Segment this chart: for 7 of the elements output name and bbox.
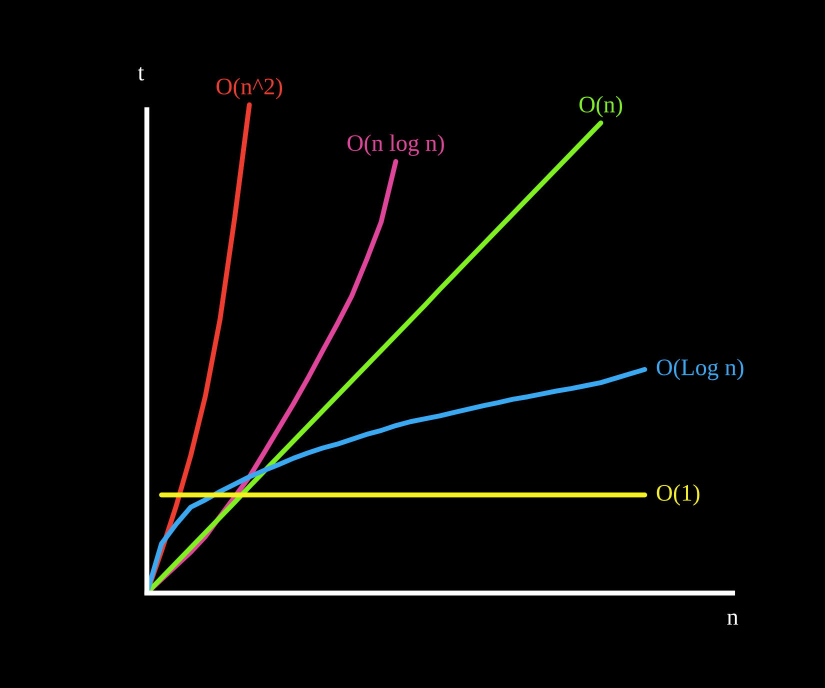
series-label: O(n^2) <box>216 78 282 100</box>
x-axis-title: n <box>727 614 738 625</box>
series-label: O(1) <box>656 484 700 506</box>
y-axis-title: t <box>138 66 144 81</box>
series-label: O(n log n) <box>348 134 444 156</box>
series-label: O(Log n) <box>656 358 744 380</box>
series-label: O(n) <box>579 96 622 118</box>
